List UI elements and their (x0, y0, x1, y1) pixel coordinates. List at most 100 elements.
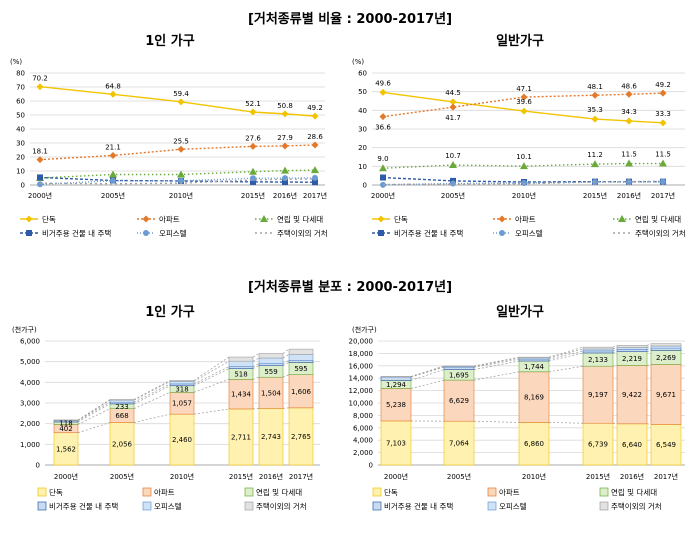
data-label: 52.1 (245, 100, 261, 108)
legend-label: 아파트 (159, 214, 180, 224)
data-point (281, 166, 289, 174)
legend-marker (618, 215, 626, 222)
series-connector (646, 423, 652, 425)
data-point (37, 174, 43, 181)
x-tick-label: 2005년 (447, 472, 471, 481)
data-label: 44.5 (445, 89, 461, 97)
bar-segment (582, 346, 614, 350)
data-point (281, 142, 289, 150)
series-connector (612, 422, 618, 425)
unit-label: (천가구) (12, 325, 37, 334)
data-point (625, 117, 633, 125)
data-point (379, 164, 387, 172)
data-point (109, 151, 117, 159)
series-connector (548, 352, 584, 362)
data-label: 8,169 (524, 394, 544, 402)
x-tick-label: 2000년 (54, 472, 78, 481)
data-label: 48.1 (587, 83, 603, 91)
bar-segment (650, 345, 682, 349)
data-label: 118 (59, 420, 72, 428)
legend-swatch (487, 501, 497, 511)
unit-label: (천가구) (352, 325, 377, 334)
data-label: 10.7 (445, 152, 461, 160)
data-label: 1,504 (261, 389, 282, 397)
x-tick-label: 2016년 (620, 472, 644, 481)
series-connector (252, 353, 260, 358)
data-label: 18.1 (32, 148, 48, 156)
legend-label: 연립 및 다세대 (256, 487, 302, 497)
data-point (379, 113, 387, 121)
series-connector (612, 365, 618, 367)
series-connector (612, 349, 618, 352)
data-point (520, 107, 528, 115)
series-connector (646, 350, 652, 352)
y-tick-label: 0 (363, 182, 367, 190)
data-label: 6,629 (449, 397, 469, 405)
x-tick-label: 2005년 (101, 191, 125, 200)
data-point (625, 159, 633, 167)
chart2-title: 일반가구 (496, 34, 544, 49)
y-tick-label: 5,000 (20, 358, 40, 366)
series-connector (252, 365, 260, 369)
data-label: 6,739 (588, 441, 608, 449)
series-connector (252, 376, 260, 380)
series-line (382, 180, 664, 186)
data-label: 59.4 (173, 90, 189, 98)
bar-segment (582, 350, 614, 354)
series-connector (133, 385, 171, 405)
legend-marker (499, 230, 505, 236)
bar-segment (228, 379, 254, 410)
data-label: 48.6 (621, 82, 637, 90)
data-label: 47.1 (516, 85, 532, 93)
series-connector (77, 403, 111, 423)
series-connector (473, 371, 520, 381)
x-tick-label: 2016년 (259, 472, 283, 481)
legend-label: 주택이외의 거처 (635, 228, 686, 238)
data-label: 64.8 (105, 82, 121, 90)
series-connector (282, 348, 290, 354)
data-label: 39.6 (516, 98, 532, 106)
legend-swatch (37, 487, 47, 497)
data-point (37, 181, 43, 188)
series-connector (193, 360, 230, 382)
x-tick-label: 2000년 (371, 191, 395, 200)
legend-label: 단독 (384, 487, 398, 497)
data-label: 33.3 (655, 110, 671, 118)
bar-segment (258, 353, 284, 359)
series-connector (282, 354, 290, 359)
data-label: 6,549 (656, 441, 676, 449)
series-connector (548, 350, 584, 360)
y-tick-label: 12,000 (349, 387, 374, 395)
series-connector (282, 374, 290, 378)
y-tick-label: 30 (358, 126, 367, 134)
legend-swatch (372, 501, 382, 511)
y-tick-label: 10 (16, 168, 25, 176)
bar-segment (616, 349, 648, 352)
bar-segment (288, 348, 314, 355)
series-connector (646, 345, 652, 348)
series-connector (193, 408, 230, 415)
y-tick-label: 4,000 (353, 437, 373, 445)
data-label: 49.2 (307, 104, 323, 112)
series-connector (193, 356, 230, 381)
data-label: 2,460 (172, 436, 192, 444)
data-point (449, 103, 457, 111)
chart4-title: 일반가구 (496, 305, 544, 320)
legend-marker (26, 230, 32, 236)
data-point (450, 180, 456, 187)
legend-swatch (142, 487, 152, 497)
bar-segment (228, 366, 254, 369)
data-point (177, 170, 185, 178)
y-tick-label: 20 (358, 144, 367, 152)
legend-marker (143, 230, 149, 236)
data-label: 11.5 (655, 151, 671, 159)
series-connector (548, 422, 584, 424)
series-connector (473, 360, 520, 370)
x-tick-label: 2015년 (586, 472, 610, 481)
bar-segment (228, 360, 254, 367)
bar-segment (380, 388, 412, 422)
series-connector (133, 380, 171, 400)
y-tick-label: 80 (16, 70, 25, 78)
bar-segment (443, 420, 475, 466)
data-point (109, 90, 117, 98)
